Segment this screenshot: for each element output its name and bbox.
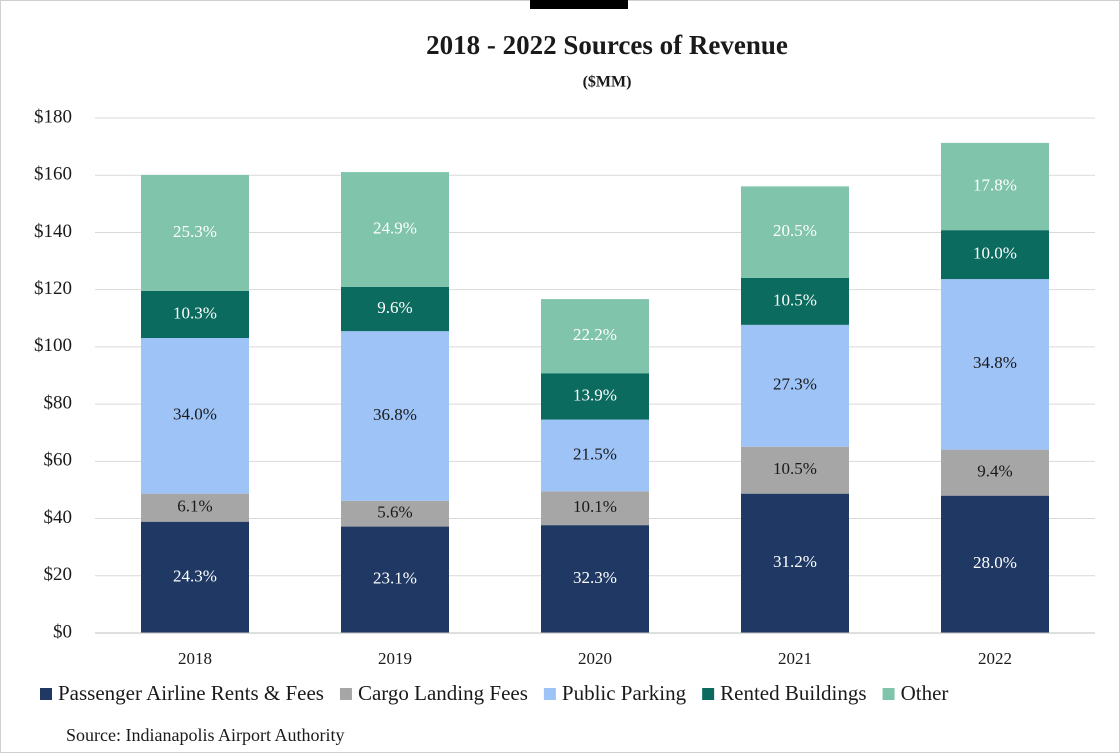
data-label: 9.6% xyxy=(377,298,412,317)
data-label: 23.1% xyxy=(373,569,417,588)
bar-segment xyxy=(741,493,849,633)
bar-segment xyxy=(541,299,649,374)
chart-title: 2018 - 2022 Sources of Revenue xyxy=(426,30,788,60)
x-tick-label: 2018 xyxy=(178,649,212,668)
bar-segment xyxy=(541,419,649,492)
chart-subtitle: ($MM) xyxy=(583,74,632,91)
bar-segment xyxy=(141,174,249,291)
bar-segment xyxy=(341,331,449,501)
data-label: 21.5% xyxy=(573,444,617,463)
bar-segment xyxy=(741,324,849,447)
x-tick-label: 2020 xyxy=(578,649,612,668)
y-tick-label: $0 xyxy=(53,621,72,642)
y-tick-label: $20 xyxy=(44,564,73,585)
bar-segment xyxy=(541,491,649,526)
legend-label: Other xyxy=(901,681,949,705)
legend-swatch xyxy=(40,688,52,700)
data-label: 24.3% xyxy=(173,566,217,585)
data-label: 34.8% xyxy=(973,353,1017,372)
y-tick-label: $60 xyxy=(44,450,73,471)
source-note: Source: Indianapolis Airport Authority xyxy=(66,725,344,745)
y-tick-label: $100 xyxy=(34,335,72,356)
y-tick-label: $120 xyxy=(34,278,72,299)
y-tick-label: $160 xyxy=(34,164,72,185)
legend-label: Cargo Landing Fees xyxy=(358,681,528,705)
data-label: 34.0% xyxy=(173,405,217,424)
bar-segment xyxy=(941,230,1049,280)
data-label: 28.0% xyxy=(973,553,1017,572)
x-tick-label: 2021 xyxy=(778,649,812,668)
data-label: 6.1% xyxy=(177,497,212,516)
data-label: 13.9% xyxy=(573,385,617,404)
data-label: 25.3% xyxy=(173,222,217,241)
data-label: 22.2% xyxy=(573,325,617,344)
top-tab xyxy=(530,0,628,9)
legend-swatch xyxy=(882,688,895,700)
data-label: 31.2% xyxy=(773,552,817,571)
data-label: 9.4% xyxy=(977,462,1012,481)
data-label: 10.5% xyxy=(773,459,817,478)
bar-segment xyxy=(341,500,449,527)
bar-segment xyxy=(141,290,249,339)
bar-segment xyxy=(941,449,1049,496)
data-label: 5.6% xyxy=(377,503,412,522)
bar-segment xyxy=(341,286,449,332)
bar-segment xyxy=(541,373,649,420)
data-label: 27.3% xyxy=(773,375,817,394)
bar-segment xyxy=(141,338,249,494)
legend-swatch xyxy=(702,688,715,700)
data-label: 20.5% xyxy=(773,221,817,240)
legend-swatch xyxy=(339,688,352,700)
bar-segment xyxy=(341,526,449,633)
bar-segment xyxy=(741,277,849,325)
y-tick-label: $180 xyxy=(34,106,72,127)
x-tick-label: 2019 xyxy=(378,649,412,668)
bar-segment xyxy=(141,521,249,633)
bar-segment xyxy=(941,142,1049,231)
y-tick-label: $140 xyxy=(34,221,72,242)
legend-label: Passenger Airline Rents & Fees xyxy=(58,681,324,705)
y-tick-label: $40 xyxy=(44,507,73,528)
data-label: 24.9% xyxy=(373,218,417,237)
y-tick-label: $80 xyxy=(44,392,73,413)
legend-label: Rented Buildings xyxy=(720,681,866,705)
bar-segment xyxy=(141,493,249,522)
bar-segment xyxy=(741,186,849,278)
bar-segment xyxy=(941,279,1049,450)
data-label: 10.1% xyxy=(573,497,617,516)
data-label: 10.0% xyxy=(973,244,1017,263)
data-label: 10.5% xyxy=(773,290,817,309)
bar-segment xyxy=(341,172,449,287)
data-label: 32.3% xyxy=(573,568,617,587)
data-label: 17.8% xyxy=(973,175,1017,194)
data-label: 10.3% xyxy=(173,303,217,322)
x-tick-label: 2022 xyxy=(978,649,1012,668)
bar-segment xyxy=(941,495,1049,633)
bar-segment xyxy=(741,446,849,494)
legend-label: Public Parking xyxy=(562,681,687,705)
data-label: 36.8% xyxy=(373,405,417,424)
bar-segment xyxy=(541,525,649,633)
legend-swatch xyxy=(543,688,556,700)
